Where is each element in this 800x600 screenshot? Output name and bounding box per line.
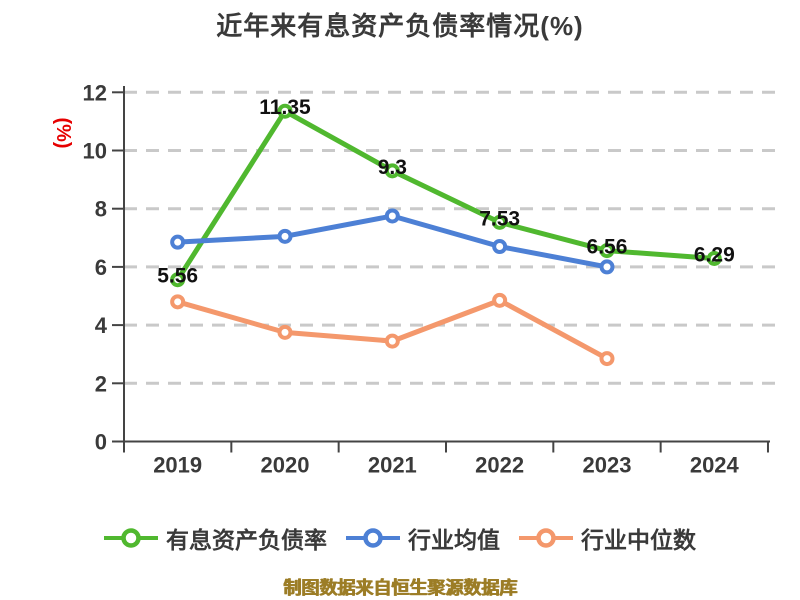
data-point[interactable]	[170, 272, 186, 288]
data-label: 9.3	[378, 156, 407, 179]
legend-label: 行业均值	[408, 527, 500, 553]
x-tick-label: 2022	[475, 453, 524, 478]
chart-title: 近年来有息资产负债率情况(%)	[216, 11, 584, 41]
x-tick-label: 2021	[368, 453, 417, 478]
series-line-0	[175, 108, 717, 283]
legend-item-1[interactable]: 行业均值	[346, 521, 500, 555]
data-point[interactable]	[492, 214, 508, 230]
legend-marker-icon	[346, 528, 400, 548]
data-point[interactable]	[277, 103, 293, 119]
data-label: 6.56	[587, 236, 628, 259]
y-tick-label: 8	[95, 197, 107, 222]
data-point[interactable]	[384, 333, 400, 349]
legend-marker-icon	[519, 528, 573, 548]
y-tick-label: 0	[95, 430, 107, 455]
y-tick-label: 4	[95, 313, 108, 338]
x-tick-label: 2019	[153, 453, 202, 478]
data-label: 7.53	[479, 207, 520, 230]
data-point[interactable]	[384, 208, 400, 224]
legend-item-0[interactable]: 有息资产负债率	[104, 521, 327, 555]
y-tick-label: 12	[83, 80, 107, 105]
x-tick-label: 2023	[583, 453, 632, 478]
data-point[interactable]	[599, 351, 615, 367]
y-tick-label: 10	[83, 139, 107, 164]
legend-item-2[interactable]: 行业中位数	[519, 521, 696, 555]
legend-label: 行业中位数	[581, 527, 696, 553]
y-tick-label: 6	[95, 255, 107, 280]
x-tick-label: 2024	[690, 453, 740, 478]
series-line-1	[175, 213, 610, 270]
legend-label: 有息资产负债率	[166, 527, 327, 553]
data-point[interactable]	[384, 163, 400, 179]
legend: 有息资产负债率 行业均值 行业中位数	[0, 521, 800, 555]
data-point[interactable]	[170, 294, 186, 310]
data-point[interactable]	[492, 239, 508, 255]
data-point[interactable]	[599, 243, 615, 259]
data-point[interactable]	[170, 234, 186, 250]
data-label: 11.35	[259, 96, 311, 119]
series-line-2	[175, 297, 610, 362]
data-point[interactable]	[599, 259, 615, 275]
y-tick-label: 2	[95, 371, 107, 396]
legend-marker-icon	[104, 528, 158, 548]
data-point[interactable]	[706, 250, 722, 266]
data-label: 5.56	[157, 265, 198, 288]
data-point[interactable]	[277, 228, 293, 244]
data-label: 6.29	[694, 243, 735, 266]
data-point[interactable]	[492, 292, 508, 308]
data-point[interactable]	[277, 324, 293, 340]
x-tick-label: 2020	[261, 453, 310, 478]
watermark: 制图数据来自恒生聚源数据库	[283, 578, 517, 598]
